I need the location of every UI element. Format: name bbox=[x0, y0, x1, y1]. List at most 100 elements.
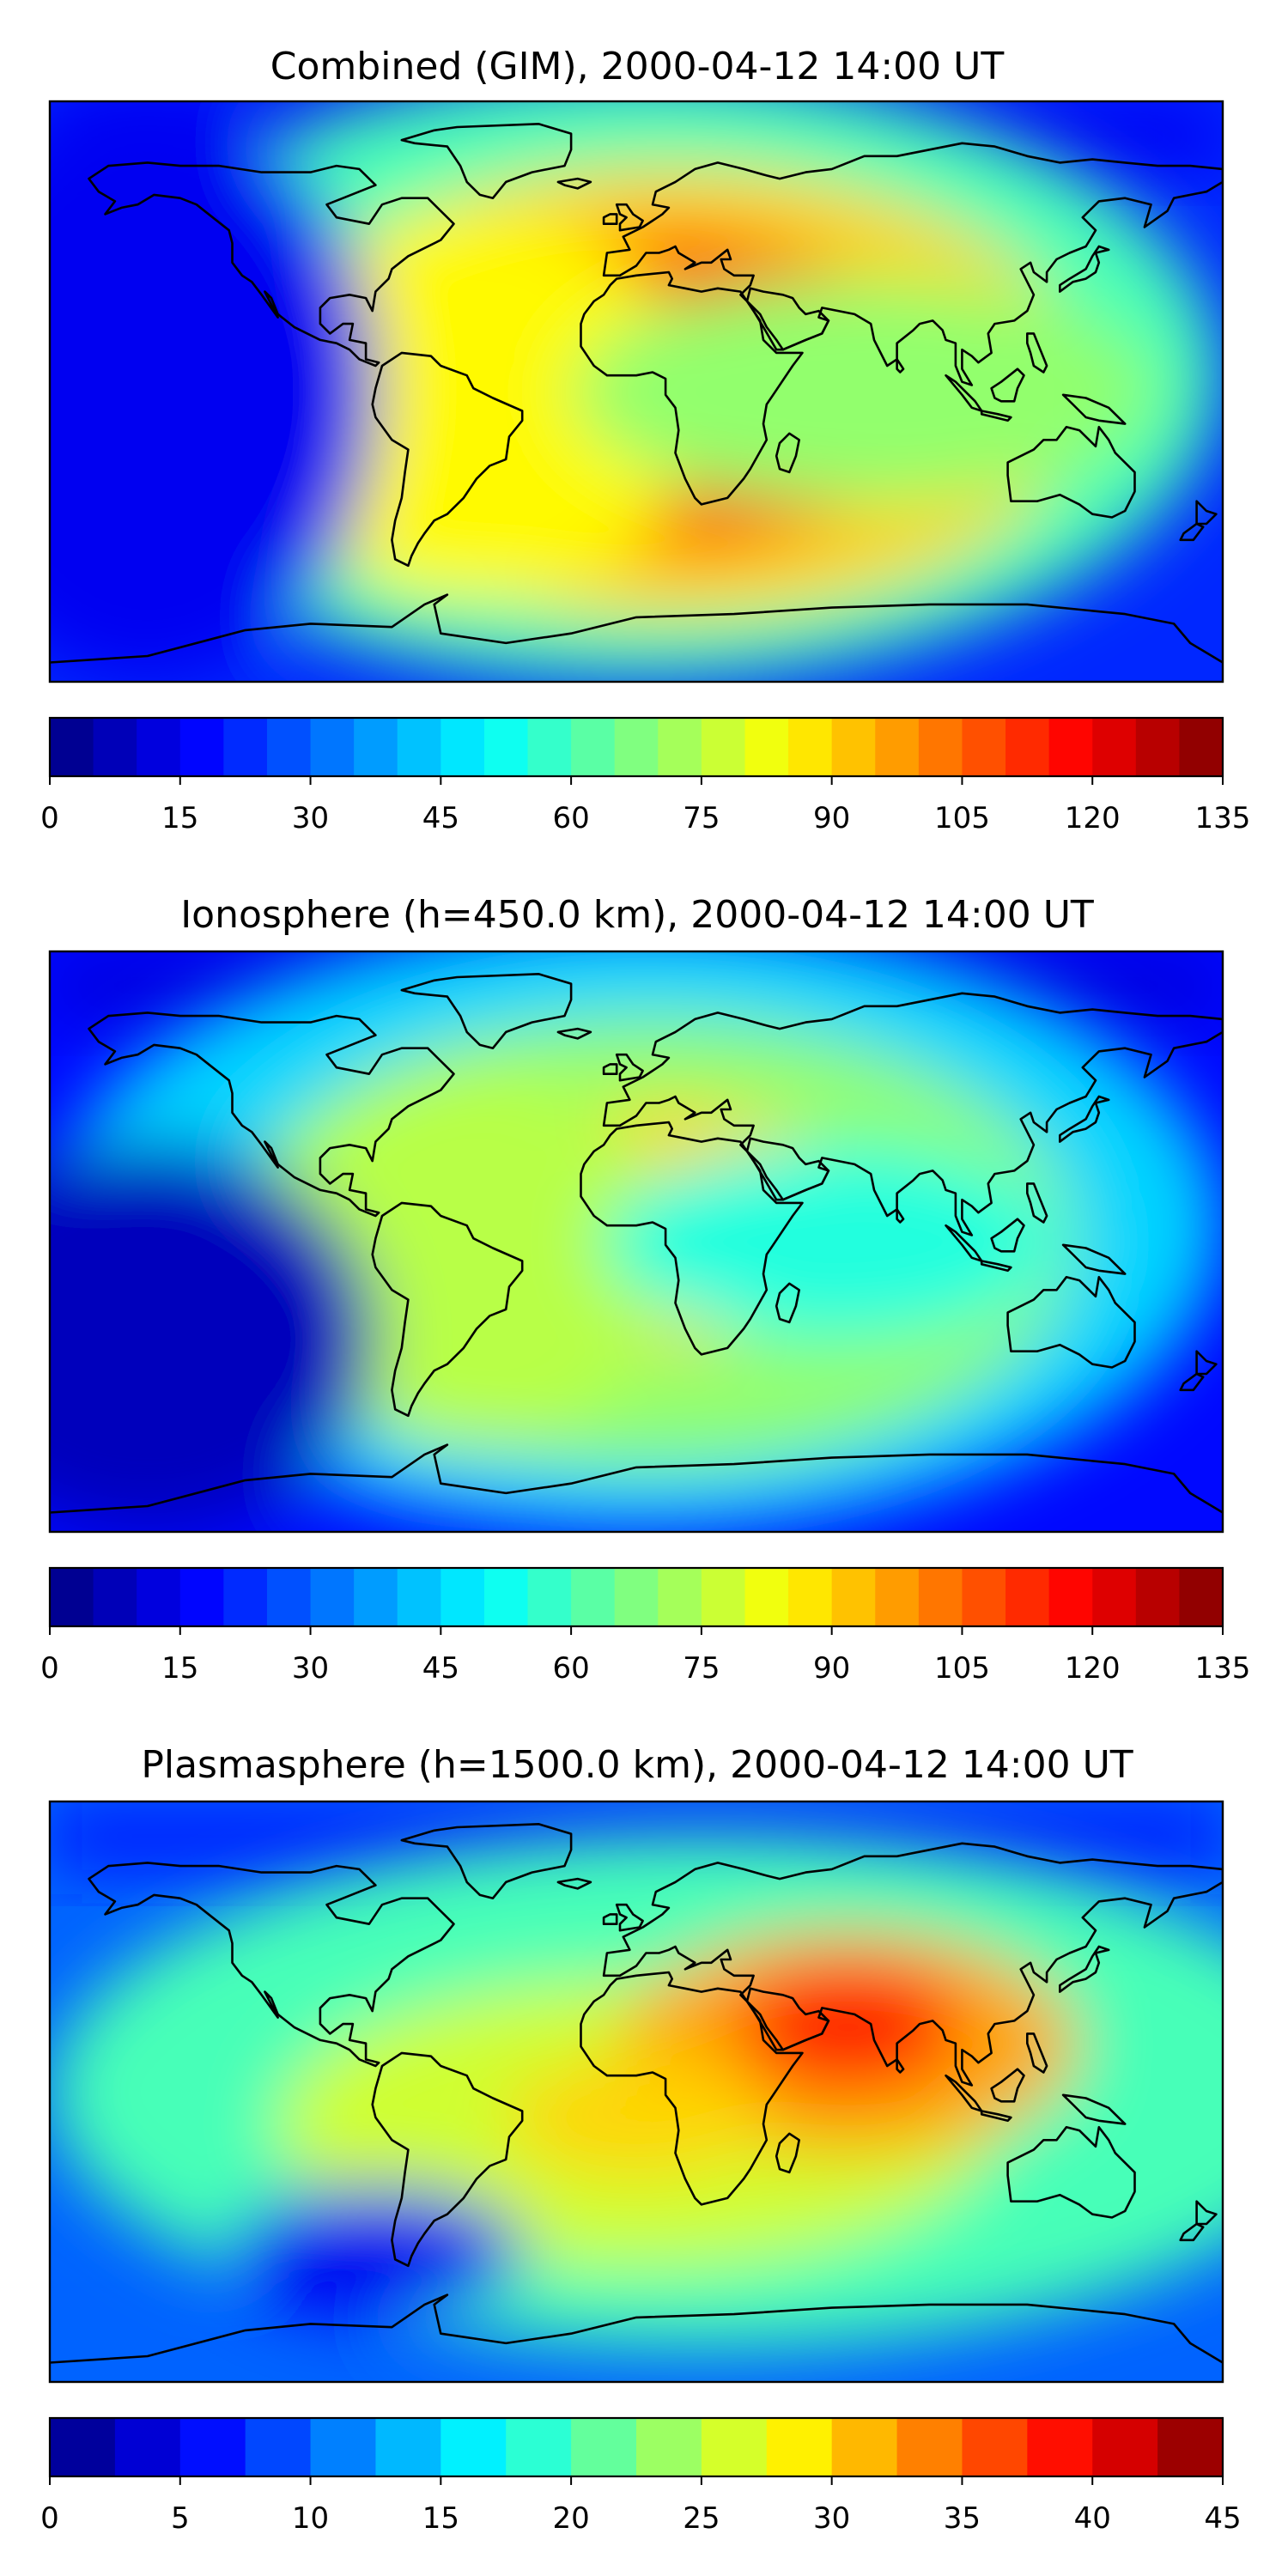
colorbar-segment bbox=[788, 1568, 833, 1626]
colorbar-combined: 0 15 30 45 60 75 90 105 120 135 bbox=[40, 716, 1250, 835]
colorbar-tick-label: 0 bbox=[40, 801, 59, 835]
coastline bbox=[1059, 245, 1110, 293]
colorbar-segment bbox=[397, 1568, 441, 1626]
coastline bbox=[1026, 2032, 1048, 2074]
coastline bbox=[1195, 2200, 1218, 2226]
colorbar-tick-label: 120 bbox=[1065, 1651, 1121, 1686]
coastline bbox=[88, 1012, 455, 1218]
coastline bbox=[88, 161, 455, 368]
coastline bbox=[580, 1971, 804, 2206]
colorbar-tick-label: 20 bbox=[552, 2501, 589, 2536]
colorbar-segment bbox=[50, 2418, 116, 2476]
colorbar-segment bbox=[658, 718, 702, 776]
colorbar-tick-label: 75 bbox=[683, 801, 720, 835]
coastline bbox=[602, 142, 1223, 386]
panel-title-plasmasphere: Plasmasphere (h=1500.0 km), 2000-04-12 1… bbox=[141, 1743, 1133, 1787]
colorbar-segment bbox=[50, 1568, 94, 1626]
coastline bbox=[980, 410, 1012, 422]
colorbar-segment bbox=[1135, 1568, 1181, 1626]
colorbar-segment bbox=[1135, 718, 1181, 776]
colorbar-segment bbox=[310, 2418, 377, 2476]
coastline bbox=[50, 1443, 1223, 1514]
panel-title-ionosphere: Ionosphere (h=450.0 km), 2000-04-12 14:0… bbox=[180, 893, 1094, 937]
colorbar-tick-label: 45 bbox=[422, 801, 459, 835]
colorbar-segment bbox=[831, 1568, 876, 1626]
colorbar-segment bbox=[440, 1568, 485, 1626]
colorbar-tick-label: 45 bbox=[422, 1651, 459, 1686]
colorbar-segment bbox=[483, 718, 529, 776]
colorbar-segment bbox=[440, 2418, 507, 2476]
colorbar-tick-label: 90 bbox=[813, 1651, 850, 1686]
colorbar-tick-label: 0 bbox=[40, 2501, 59, 2536]
colorbar-segment bbox=[788, 718, 833, 776]
coastline bbox=[50, 593, 1223, 664]
coastline bbox=[775, 2132, 801, 2174]
coastline bbox=[745, 1137, 830, 1201]
coastline bbox=[88, 1862, 455, 2068]
colorbar-segment bbox=[1027, 2418, 1093, 2476]
colorbar-frame bbox=[48, 2416, 1224, 2478]
colorbar-frame bbox=[48, 1566, 1224, 1628]
colorbar-segment bbox=[571, 718, 616, 776]
field-blob bbox=[571, 278, 1158, 505]
colorbar-tick-label: 45 bbox=[1204, 2501, 1241, 2536]
coastlines bbox=[50, 123, 1223, 664]
colorbar-segment bbox=[50, 718, 94, 776]
coastline bbox=[1061, 1243, 1127, 1275]
colorbar-segment bbox=[1179, 1568, 1224, 1626]
map-ionosphere bbox=[48, 950, 1224, 1534]
coastline bbox=[50, 2293, 1223, 2364]
colorbar-segment bbox=[354, 718, 398, 776]
coastline bbox=[990, 1218, 1025, 1253]
colorbar-segment bbox=[831, 2418, 898, 2476]
colorbar-ionosphere: 0 15 30 45 60 75 90 105 120 135 bbox=[40, 1566, 1250, 1686]
colorbar-segment bbox=[614, 718, 659, 776]
panel-ionosphere: Ionosphere (h=450.0 km), 2000-04-12 14:0… bbox=[40, 893, 1250, 1686]
colorbar-segment bbox=[397, 718, 441, 776]
colorbar-segment bbox=[527, 718, 572, 776]
coastline bbox=[602, 1842, 1223, 2087]
coastline bbox=[896, 358, 905, 374]
colorbar-tick-label: 105 bbox=[934, 1651, 990, 1686]
panel-title-combined: Combined (GIM), 2000-04-12 14:00 UT bbox=[270, 45, 1005, 88]
colorbar-segment bbox=[1092, 718, 1137, 776]
colorbar-segment bbox=[266, 718, 312, 776]
coastline bbox=[1026, 332, 1048, 374]
colorbar-tick-label: 35 bbox=[944, 2501, 981, 2536]
colorbar-tick-label: 30 bbox=[292, 1651, 329, 1686]
coastline bbox=[371, 1201, 524, 1418]
colorbar-tick-label: 15 bbox=[422, 2501, 459, 2536]
colorbar-segment bbox=[179, 718, 224, 776]
colorbar-segment bbox=[223, 1568, 268, 1626]
colorbar-segment bbox=[896, 2418, 963, 2476]
colorbar-segment bbox=[375, 2418, 441, 2476]
colorbar-segment bbox=[310, 1568, 355, 1626]
colorbar-segment bbox=[114, 2418, 181, 2476]
colorbar-segment bbox=[1092, 1568, 1137, 1626]
map-frame bbox=[48, 100, 1224, 683]
colorbar-segment bbox=[93, 718, 137, 776]
coastline bbox=[1195, 500, 1218, 526]
field-blob bbox=[50, 101, 376, 682]
colorbar-segment bbox=[179, 1568, 224, 1626]
colorbar-segment bbox=[1005, 718, 1050, 776]
colorbar-segment bbox=[701, 718, 746, 776]
colorbar-segment bbox=[918, 1568, 963, 1626]
coastline bbox=[1195, 1350, 1218, 1376]
colorbar-segment bbox=[744, 718, 789, 776]
colorbar-tick-label: 10 bbox=[292, 2501, 329, 2536]
coastline bbox=[602, 213, 618, 226]
field-blob bbox=[228, 2188, 523, 2318]
field-layer bbox=[50, 951, 1223, 1532]
colorbar-segment bbox=[1048, 718, 1093, 776]
map-frame bbox=[48, 1800, 1224, 2384]
panel-combined: Combined (GIM), 2000-04-12 14:00 UT 0 15 3… bbox=[40, 45, 1250, 835]
coastline bbox=[990, 368, 1025, 403]
colorbar-segment bbox=[875, 1568, 920, 1626]
map-frame bbox=[48, 950, 1224, 1534]
field-layer bbox=[50, 1801, 1223, 2382]
coastlines bbox=[50, 973, 1223, 1514]
coastline bbox=[615, 203, 644, 232]
colorbar-segment bbox=[962, 718, 1006, 776]
